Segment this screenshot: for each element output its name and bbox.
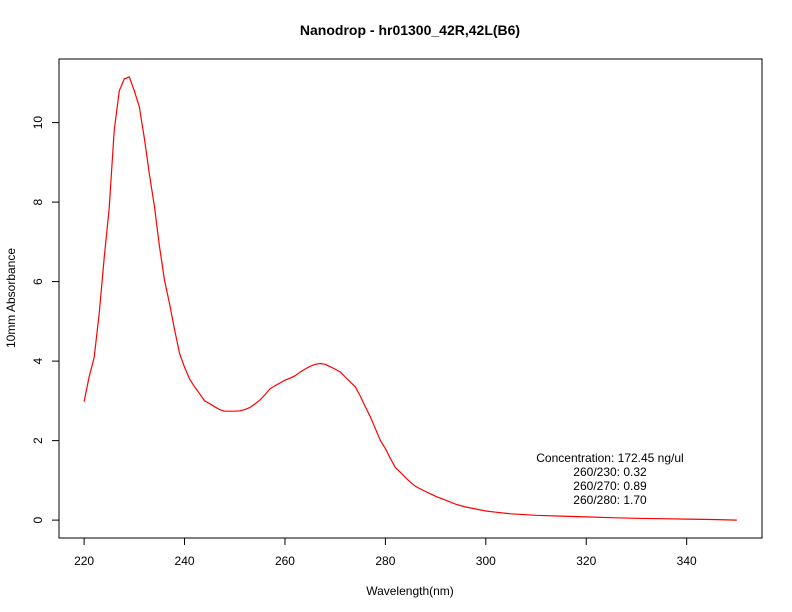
absorbance-series-line: [83, 76, 737, 521]
annotation-ratio-260-230: 260/230: 0.32: [573, 465, 647, 479]
x-tick-label: 320: [576, 554, 596, 568]
y-tick-label: 6: [31, 278, 45, 285]
x-axis: 220 240 260 280 300 320 340: [74, 537, 697, 568]
x-tick-label: 300: [476, 554, 496, 568]
x-tick-label: 240: [175, 554, 195, 568]
y-tick-label: 0: [31, 516, 45, 523]
y-tick-label: 10: [31, 116, 45, 130]
y-axis: 0 2 4 6 8 10: [31, 116, 60, 523]
stats-annotation: Concentration: 172.45 ng/ul 260/230: 0.3…: [536, 451, 683, 507]
annotation-ratio-260-280: 260/280: 1.70: [573, 493, 647, 507]
y-axis-title: 10mm Absorbance: [4, 248, 18, 348]
x-axis-title: Wavelength(nm): [366, 584, 454, 598]
y-tick-label: 2: [31, 437, 45, 444]
y-tick-label: 8: [31, 198, 45, 205]
x-tick-label: 280: [375, 554, 395, 568]
x-tick-label: 260: [275, 554, 295, 568]
chart-title: Nanodrop - hr01300_42R,42L(B6): [300, 22, 520, 38]
x-tick-label: 220: [74, 554, 94, 568]
x-tick-label: 340: [677, 554, 697, 568]
y-tick-label: 4: [31, 357, 45, 364]
annotation-concentration: Concentration: 172.45 ng/ul: [536, 451, 683, 465]
plot-frame: [58, 58, 763, 539]
annotation-ratio-260-270: 260/270: 0.89: [573, 479, 647, 493]
